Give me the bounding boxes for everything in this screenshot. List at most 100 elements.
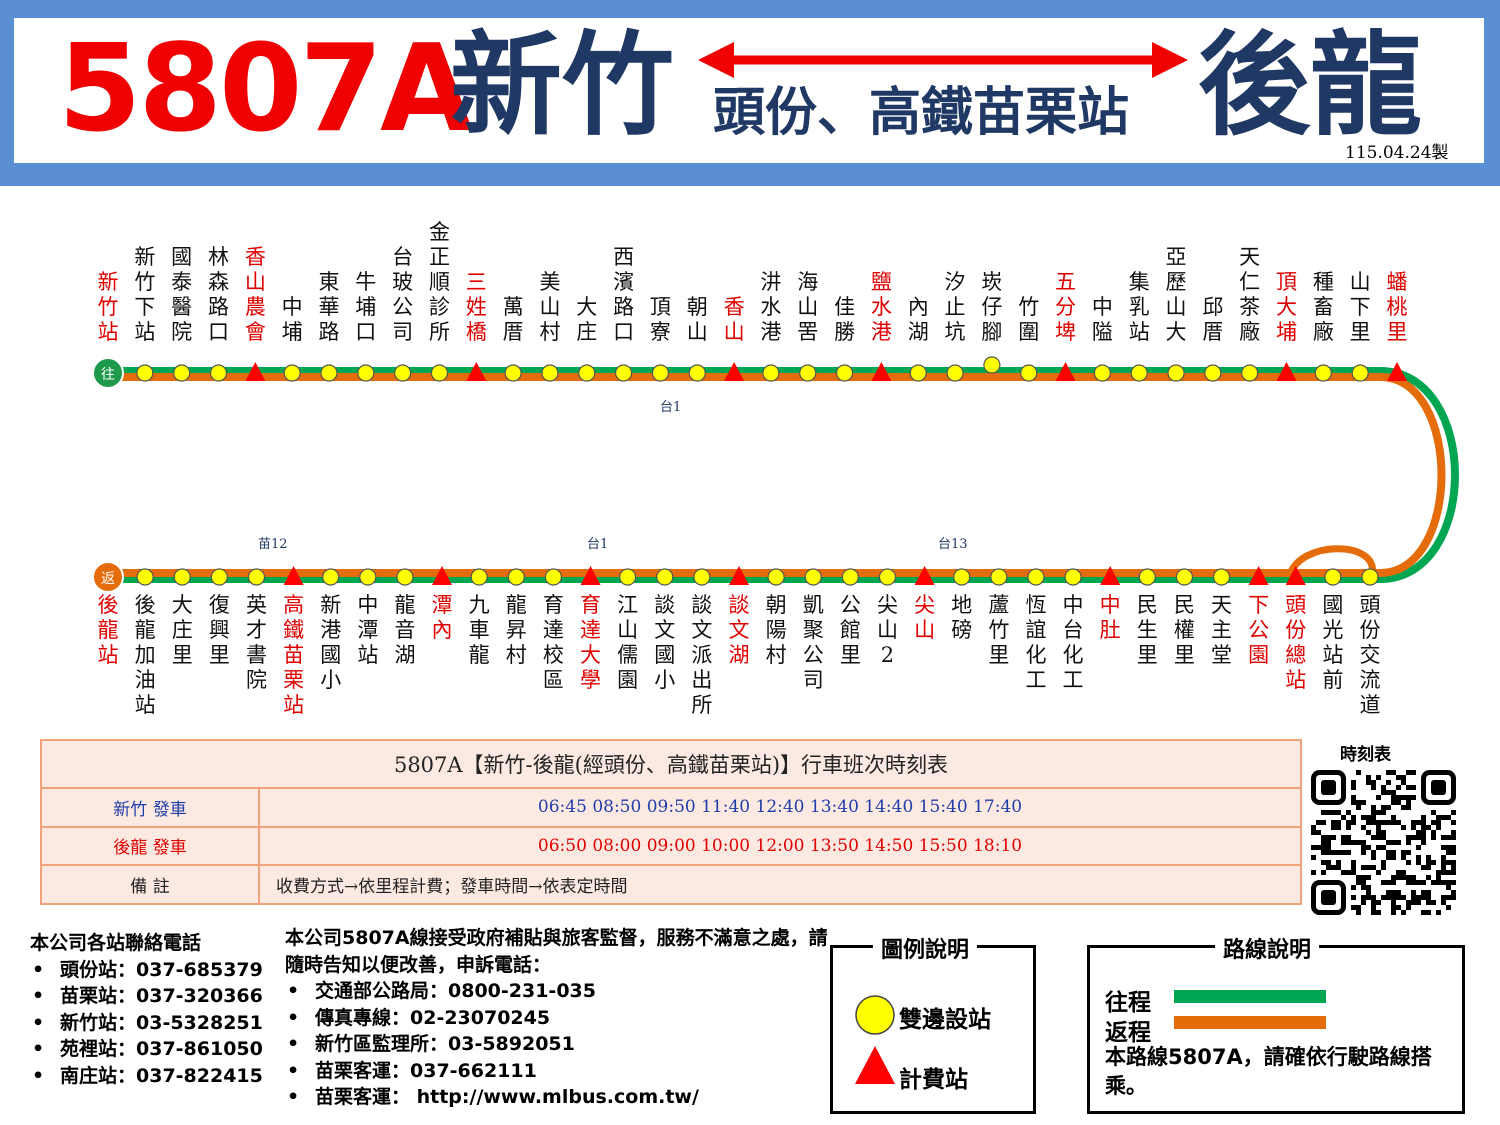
stop-marker	[693, 568, 711, 586]
qr-module	[1371, 810, 1376, 815]
timetable: 5807A【新竹-後龍(經頭份、高鐵苗栗站)】行車班次時刻表 新竹 發車 06:…	[40, 739, 1302, 905]
qr-module	[1341, 815, 1346, 820]
route-number: 5807A	[58, 20, 473, 159]
toll-marker	[724, 362, 745, 381]
station-label: 中潭站	[357, 593, 379, 667]
stop-marker	[651, 364, 670, 382]
stop-marker	[1138, 568, 1156, 586]
qr-module	[1361, 875, 1366, 880]
qr-module	[1356, 875, 1361, 880]
qr-module	[1366, 875, 1371, 880]
qr-module	[1346, 825, 1351, 830]
qr-module	[1431, 810, 1436, 815]
stop-marker	[953, 568, 971, 586]
qr-module	[1376, 775, 1381, 780]
qr-module	[1376, 825, 1381, 830]
qr-module	[1436, 910, 1441, 915]
qr-module	[1351, 905, 1356, 910]
qr-module	[1331, 850, 1336, 855]
station-label: 尖山2	[876, 593, 898, 667]
legend-box: 圖例說明 雙邊設站 計費站	[830, 932, 1036, 1114]
qr-module	[1331, 810, 1336, 815]
contact-item: 頭份站：037-685379	[30, 957, 263, 984]
station-label: 西濱路口	[613, 245, 635, 344]
qr-module	[1311, 855, 1316, 860]
station-label: 山下里	[1349, 270, 1371, 344]
terminal-badge: 返	[101, 571, 115, 587]
qr-module	[1321, 870, 1326, 875]
qr-module	[1361, 880, 1366, 885]
stop-marker	[359, 568, 377, 586]
inbound-label: 返程	[1105, 1020, 1151, 1046]
qr-module	[1411, 835, 1416, 840]
qr-module	[1396, 905, 1401, 910]
qr-module	[1366, 865, 1371, 870]
terminal-badge: 往	[101, 367, 115, 383]
qr-module	[1416, 820, 1421, 825]
qr-module	[1366, 780, 1371, 785]
qr-module	[1311, 845, 1316, 850]
stop-marker	[762, 364, 780, 382]
qr-module	[1406, 800, 1411, 805]
qr-module	[1341, 870, 1346, 875]
stop-marker	[835, 364, 854, 382]
qr-module	[1351, 780, 1356, 785]
stop-marker	[841, 568, 859, 586]
qr-module	[1446, 850, 1451, 855]
header-frame	[0, 0, 1500, 186]
qr-module	[1416, 845, 1421, 850]
qr-module	[1356, 905, 1361, 910]
qr-module	[1316, 830, 1321, 835]
stop-marker	[173, 568, 191, 586]
qr-module	[1401, 870, 1406, 875]
qr-module	[1421, 825, 1426, 830]
station-label: 竹圍	[1018, 295, 1040, 344]
qr-module	[1406, 850, 1411, 855]
qr-module	[1421, 815, 1426, 820]
station-label: 九車龍	[468, 593, 490, 667]
qr-module	[1391, 795, 1396, 800]
station-label: 天主堂	[1211, 593, 1233, 667]
stop-marker	[357, 364, 375, 382]
qr-module	[1371, 805, 1376, 810]
qr-module	[1451, 860, 1456, 865]
qr-module	[1336, 850, 1341, 855]
station-label: 蘆竹里	[988, 593, 1010, 667]
station-label: 種畜廠	[1312, 270, 1334, 344]
qr-module	[1386, 840, 1391, 845]
stop-marker	[909, 364, 927, 382]
qr-module	[1351, 865, 1356, 870]
qr-module	[1356, 910, 1361, 915]
qr-module	[1356, 805, 1361, 810]
qr-module	[1411, 900, 1416, 905]
qr-module	[1391, 790, 1396, 795]
qr-module	[1351, 795, 1356, 800]
stop-marker	[173, 364, 191, 382]
qr-module	[1371, 895, 1376, 900]
qr-module	[1376, 795, 1381, 800]
qr-module	[1396, 895, 1401, 900]
qr-module	[1321, 810, 1326, 815]
qr-module	[1436, 870, 1441, 875]
qr-module	[1391, 840, 1396, 845]
qr-module	[1386, 855, 1391, 860]
qr-module	[1401, 775, 1406, 780]
qr-module	[1406, 900, 1411, 905]
stop-marker	[1130, 364, 1148, 382]
qr-code-icon[interactable]	[1303, 762, 1468, 917]
qr-module	[1426, 900, 1431, 905]
stop-marker	[430, 364, 449, 382]
qr-module	[1441, 895, 1446, 900]
qr-module	[1371, 815, 1376, 820]
qr-module	[1391, 880, 1396, 885]
qr-module	[1436, 825, 1441, 830]
station-label: 天仁茶廠	[1239, 245, 1261, 344]
qr-module	[1336, 820, 1341, 825]
notice-item[interactable]: 苗栗客運： http://www.mlbus.com.tw/	[285, 1084, 830, 1111]
qr-module	[1451, 820, 1456, 825]
station-label: 中隘	[1091, 295, 1113, 344]
stop-marker	[1093, 364, 1111, 382]
stop-marker	[1212, 568, 1231, 586]
terminal-marker	[92, 561, 124, 593]
loop-line	[1286, 545, 1376, 577]
